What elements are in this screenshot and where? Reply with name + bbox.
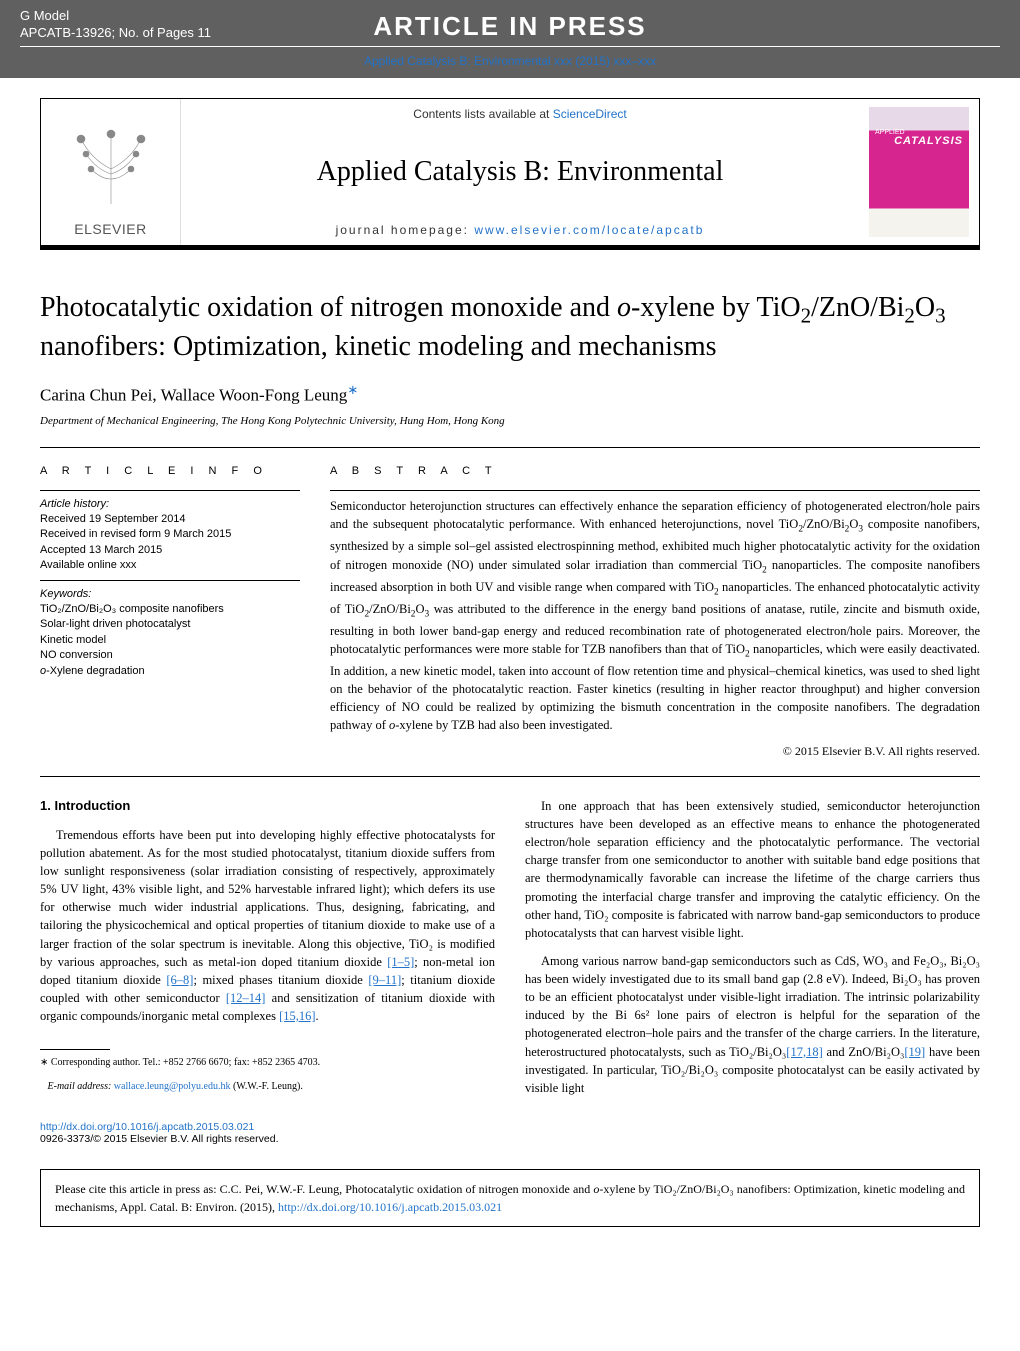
ref-1-5[interactable]: [1–5] <box>387 955 414 969</box>
body-left-p1a: Tremendous efforts have been put into de… <box>40 828 495 969</box>
keyword-5: o-Xylene degradation <box>40 664 300 679</box>
history-4: Available online xxx <box>40 558 300 573</box>
body-left-col: 1. Introduction Tremendous efforts have … <box>40 797 495 1107</box>
ref-15-16[interactable]: [15,16] <box>279 1009 315 1023</box>
cite-pre: Please cite this article in press as: C.… <box>55 1182 593 1196</box>
body-right-p2: Among various narrow band-gap semiconduc… <box>525 952 980 1097</box>
abstract-col: A B S T R A C T Semiconductor heterojunc… <box>330 464 980 760</box>
keyword-3: Kinetic model <box>40 633 300 648</box>
journal-header-center: Contents lists available at ScienceDirec… <box>181 99 859 245</box>
footnote-separator <box>40 1049 110 1050</box>
cite-doi-link[interactable]: http://dx.doi.org/10.1016/j.apcatb.2015.… <box>278 1200 502 1214</box>
doi-block: http://dx.doi.org/10.1016/j.apcatb.2015.… <box>40 1121 980 1145</box>
email-link[interactable]: wallace.leung@polyu.edu.hk <box>114 1081 231 1092</box>
cite-box: Please cite this article in press as: C.… <box>40 1169 980 1227</box>
email-label: E-mail address: <box>48 1081 114 1092</box>
article-info-col: A R T I C L E I N F O Article history: R… <box>40 464 300 760</box>
journal-header: ELSEVIER Contents lists available at Sci… <box>40 98 980 246</box>
body-left-p1f: . <box>316 1009 319 1023</box>
elsevier-tree-icon <box>49 107 172 221</box>
topbar: G Model APCATB-13926; No. of Pages 11 AR… <box>0 0 1020 46</box>
title-part3: /ZnO/Bi <box>811 292 904 323</box>
g-model-label: G Model <box>20 8 211 25</box>
journal-header-right: APPLIED CATALYSIS <box>859 99 979 245</box>
title-part5: nanofibers: Optimization, kinetic modeli… <box>40 331 717 362</box>
ref-12-14[interactable]: [12–14] <box>226 991 266 1005</box>
email-post: (W.W.-F. Leung). <box>230 1081 302 1092</box>
body-right-col: In one approach that has been extensivel… <box>525 797 980 1107</box>
info-rule-1 <box>40 490 300 491</box>
abstract-text: Semiconductor heterojunction structures … <box>330 497 980 734</box>
body-columns: 1. Introduction Tremendous efforts have … <box>40 797 980 1107</box>
history-2: Received in revised form 9 March 2015 <box>40 527 300 542</box>
article-affiliation: Department of Mechanical Engineering, Th… <box>40 415 980 427</box>
abstract-copyright: © 2015 Elsevier B.V. All rights reserved… <box>330 743 980 760</box>
body-left-p1c: ; mixed phases titanium dioxide <box>193 973 368 987</box>
title-part1: Photocatalytic oxidation of nitrogen mon… <box>40 292 617 323</box>
footnote-corresponding: ∗ Corresponding author. Tel.: +852 2766 … <box>40 1056 495 1070</box>
issn-copyright: 0926-3373/© 2015 Elsevier B.V. All right… <box>40 1133 980 1145</box>
contents-label: Contents lists available at <box>413 107 552 121</box>
keyword-2: Solar-light driven photocatalyst <box>40 617 300 632</box>
keyword-4: NO conversion <box>40 648 300 663</box>
ref-19[interactable]: [19] <box>904 1045 925 1059</box>
journal-title: Applied Catalysis B: Environmental <box>193 156 847 188</box>
homepage-link[interactable]: www.elsevier.com/locate/apcatb <box>474 223 704 237</box>
abstract-heading: A B S T R A C T <box>330 464 980 480</box>
journal-cover-thumb: APPLIED CATALYSIS <box>869 107 969 237</box>
homepage-label: journal homepage: <box>336 223 475 237</box>
history-3: Accepted 13 March 2015 <box>40 543 300 558</box>
journal-ref-link[interactable]: Applied Catalysis B: Environmental xxx (… <box>364 54 656 68</box>
topbar-left: G Model APCATB-13926; No. of Pages 11 <box>20 8 211 42</box>
info-rule-2 <box>40 580 300 581</box>
page: G Model APCATB-13926; No. of Pages 11 AR… <box>0 0 1020 1227</box>
info-abstract-row: A R T I C L E I N F O Article history: R… <box>40 448 980 776</box>
in-press-banner: ARTICLE IN PRESS <box>373 11 646 42</box>
corresponding-marker: ∗ <box>347 382 358 397</box>
cover-text: CATALYSIS <box>894 135 963 147</box>
rule-below-abstract <box>40 776 980 777</box>
doi-link[interactable]: http://dx.doi.org/10.1016/j.apcatb.2015.… <box>40 1121 254 1133</box>
ref-17-18[interactable]: [17,18] <box>786 1045 822 1059</box>
section-1-heading: 1. Introduction <box>40 797 495 816</box>
article-authors: Carina Chun Pei, Wallace Woon-Fong Leung… <box>40 382 980 406</box>
ref-code: APCATB-13926; No. of Pages 11 <box>20 25 211 42</box>
authors-text: Carina Chun Pei, Wallace Woon-Fong Leung <box>40 385 347 404</box>
keywords-label: Keywords: <box>40 587 300 602</box>
title-part2: -xylene by TiO <box>631 292 801 323</box>
title-ital: o <box>617 292 631 323</box>
contents-line: Contents lists available at ScienceDirec… <box>193 107 847 121</box>
topbar-journal-ref: Applied Catalysis B: Environmental xxx (… <box>0 50 1020 78</box>
ref-6-8[interactable]: [6–8] <box>166 973 193 987</box>
abstract-rule <box>330 490 980 491</box>
article-title: Photocatalytic oxidation of nitrogen mon… <box>40 290 980 364</box>
body-right-p2a: Among various narrow band-gap semiconduc… <box>525 954 980 1059</box>
article-head: Photocatalytic oxidation of nitrogen mon… <box>40 290 980 428</box>
body-left-p1: Tremendous efforts have been put into de… <box>40 826 495 1025</box>
ref-9-11[interactable]: [9–11] <box>368 973 401 987</box>
header-bottom-rule <box>40 246 980 250</box>
article-info-heading: A R T I C L E I N F O <box>40 464 300 479</box>
elsevier-logo-text: ELSEVIER <box>49 221 172 237</box>
footnote-email: E-mail address: wallace.leung@polyu.edu.… <box>40 1080 495 1094</box>
history-label: Article history: <box>40 497 300 512</box>
title-part4: O <box>915 292 935 323</box>
homepage-line: journal homepage: www.elsevier.com/locat… <box>193 223 847 237</box>
history-1: Received 19 September 2014 <box>40 512 300 527</box>
sciencedirect-link[interactable]: ScienceDirect <box>553 107 627 121</box>
body-right-p2b: and ZnO/Bi₂O₃ <box>823 1045 905 1059</box>
keyword-1: TiO₂/ZnO/Bi₂O₃ composite nanofibers <box>40 602 300 617</box>
body-right-p1: In one approach that has been extensivel… <box>525 797 980 942</box>
journal-header-left: ELSEVIER <box>41 99 181 245</box>
